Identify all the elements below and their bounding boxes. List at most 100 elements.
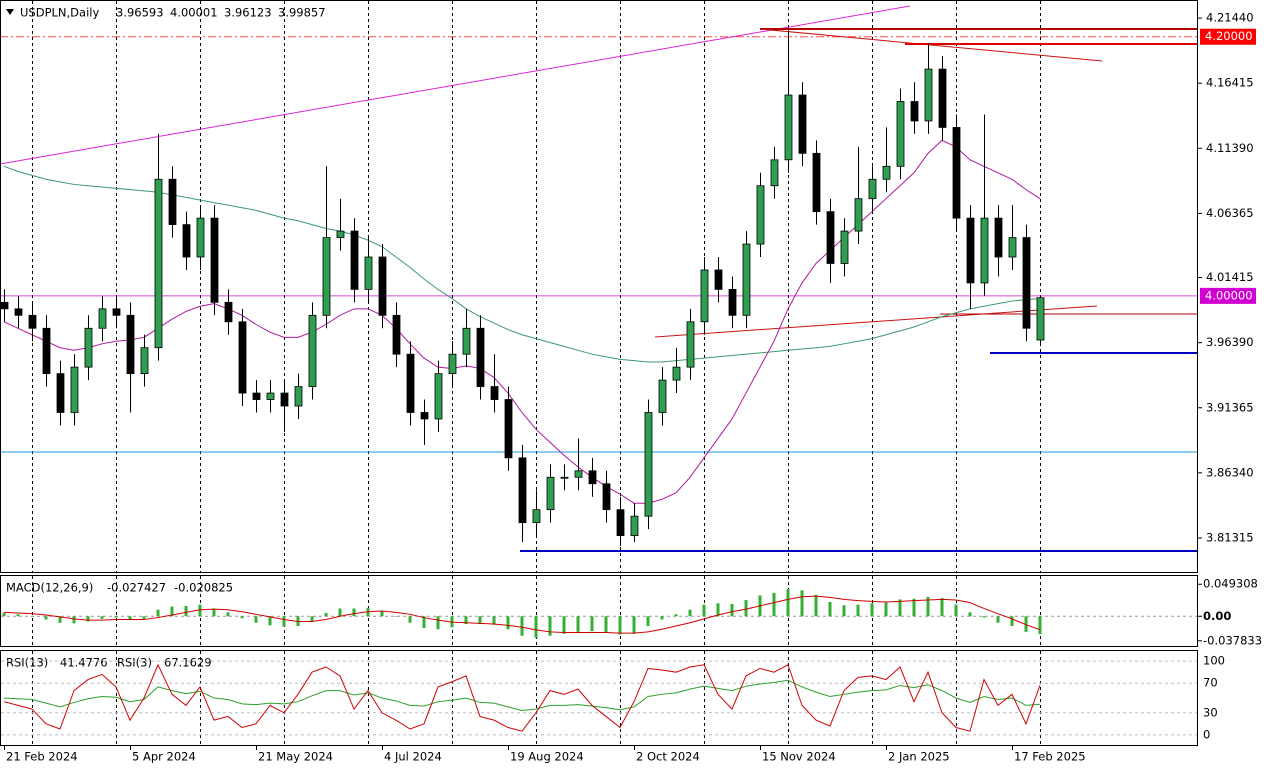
- candle-body: [462, 327, 471, 355]
- candle-body: [882, 165, 891, 180]
- macd-bar: [940, 598, 944, 617]
- candle-body: [406, 353, 415, 413]
- x-tick-label: 2 Oct 2024: [636, 750, 700, 764]
- candle-body: [308, 314, 317, 387]
- macd-bar: [674, 614, 678, 617]
- macd-bar: [590, 616, 594, 632]
- candle-body: [896, 101, 905, 167]
- menu-arrow[interactable]: [6, 9, 14, 15]
- candle-body: [588, 470, 597, 485]
- candle-body: [322, 237, 331, 316]
- y-tick-label: 4.21440: [1206, 11, 1254, 25]
- macd-bar: [310, 616, 314, 622]
- candle-body: [756, 185, 765, 245]
- candle-body: [630, 515, 639, 536]
- macd-bar: [632, 616, 636, 634]
- candle-body: [392, 314, 401, 355]
- macd-bar: [380, 611, 384, 617]
- macd-bar: [1038, 616, 1042, 635]
- candle-body: [658, 379, 667, 413]
- macd-bar: [898, 599, 902, 617]
- x-tick-label: 19 Aug 2024: [510, 750, 584, 764]
- macd-bar: [856, 604, 860, 617]
- candle-body: [56, 373, 65, 413]
- macd-bar: [548, 616, 552, 636]
- candle-body: [350, 230, 359, 290]
- candle-body: [700, 269, 709, 323]
- candle-body: [294, 386, 303, 407]
- macd-bar: [408, 616, 412, 623]
- macd-bar: [562, 616, 566, 634]
- y-tick-label: 3.91365: [1206, 400, 1254, 414]
- candle-body: [448, 353, 457, 375]
- rsi-tick-label: 30: [1203, 705, 1218, 719]
- macd-bar: [142, 616, 146, 619]
- macd-bar: [982, 616, 986, 618]
- x-tick-label: 15 Nov 2024: [762, 750, 836, 764]
- macd-title: MACD(12,26,9): [6, 581, 93, 595]
- candle-body: [728, 288, 737, 316]
- macd-bar: [44, 616, 48, 620]
- candle-body: [546, 476, 555, 511]
- macd-bar: [86, 616, 90, 622]
- main-pane-frame: [0, 0, 1198, 573]
- macd-bar: [156, 609, 160, 617]
- y-tick-label: 4.01415: [1206, 270, 1254, 284]
- macd-bar: [464, 616, 468, 625]
- macd-bar: [198, 604, 202, 617]
- macd-value: -0.027427: [107, 581, 166, 595]
- macd-bar: [226, 612, 230, 617]
- macd-bar: [352, 608, 356, 617]
- candle-body: [994, 217, 1003, 258]
- candle-body: [140, 347, 149, 375]
- candle-body: [182, 224, 191, 258]
- candle-body: [98, 308, 107, 329]
- rsi-name: RSI(13): [6, 656, 48, 670]
- candle-body: [476, 327, 485, 387]
- macd-bar: [2, 613, 6, 617]
- macd-bar: [912, 598, 916, 617]
- macd-bar: [492, 616, 496, 625]
- candle-body: [924, 68, 933, 122]
- candle-body: [616, 509, 625, 536]
- x-tick-label: 17 Feb 2025: [1014, 750, 1086, 764]
- candle-body: [154, 178, 163, 349]
- macd-bar: [170, 606, 174, 617]
- macd-bar: [436, 616, 440, 630]
- candle-body: [364, 256, 373, 290]
- macd-bar: [338, 608, 342, 617]
- macd-bar: [506, 616, 510, 630]
- candle-body: [532, 509, 541, 524]
- candle-body: [252, 392, 261, 400]
- macd-bar: [520, 616, 524, 636]
- macd-bar: [534, 616, 538, 638]
- macd-bar: [30, 616, 34, 617]
- macd-bar: [702, 604, 706, 617]
- candle-body: [812, 152, 821, 213]
- candle-body: [910, 101, 919, 122]
- candle-body: [434, 373, 443, 420]
- candle-body: [504, 399, 513, 459]
- moving-average: [3, 139, 1041, 504]
- y-tick-label: 3.96390: [1206, 335, 1254, 349]
- rsi-name: RSI(3): [117, 656, 152, 670]
- x-tick-label: 5 Apr 2024: [132, 750, 196, 764]
- header-close: 3.99857: [278, 6, 326, 20]
- macd-bar: [100, 616, 104, 619]
- candle-body: [742, 243, 751, 316]
- candle-body: [126, 314, 135, 375]
- candle-body: [28, 314, 37, 329]
- y-tick-label: 3.86340: [1206, 465, 1254, 479]
- y-tick-label: 4.11390: [1206, 141, 1254, 155]
- candle-body: [854, 198, 863, 232]
- macd-bar: [394, 616, 398, 617]
- macd-bar: [184, 605, 188, 617]
- candle-body: [784, 94, 793, 161]
- candle-body: [490, 386, 499, 400]
- candle-body: [574, 470, 583, 478]
- candle-body: [1008, 237, 1017, 258]
- macd-bar: [16, 614, 20, 617]
- trendline: [0, 5, 911, 165]
- rsi-tick-label: 0: [1203, 727, 1210, 741]
